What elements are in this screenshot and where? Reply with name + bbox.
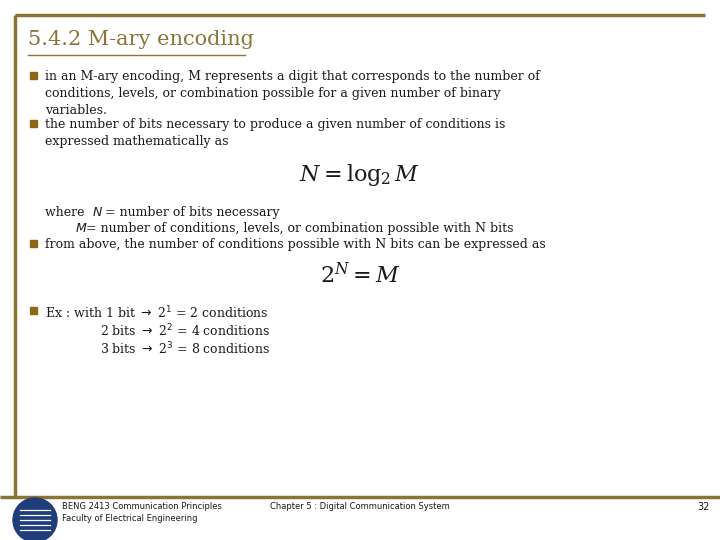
Text: conditions, levels, or combination possible for a given number of binary: conditions, levels, or combination possi… xyxy=(45,87,500,100)
Text: Ex : with 1 bit $\rightarrow$ 2$^1$ = 2 conditions: Ex : with 1 bit $\rightarrow$ 2$^1$ = 2 … xyxy=(45,305,269,322)
Bar xyxy=(30,240,37,247)
Text: expressed mathematically as: expressed mathematically as xyxy=(45,135,228,148)
Text: 2 bits $\rightarrow$ 2$^2$ = 4 conditions: 2 bits $\rightarrow$ 2$^2$ = 4 condition… xyxy=(100,323,270,340)
Bar xyxy=(30,120,37,127)
Text: = number of conditions, levels, or combination possible with N bits: = number of conditions, levels, or combi… xyxy=(86,222,513,235)
Circle shape xyxy=(13,498,57,540)
Bar xyxy=(30,72,37,79)
Text: 5.4.2 M-ary encoding: 5.4.2 M-ary encoding xyxy=(28,30,254,49)
Text: where: where xyxy=(45,206,89,219)
Text: $2^N = M$: $2^N = M$ xyxy=(320,263,400,288)
Text: the number of bits necessary to produce a given number of conditions is: the number of bits necessary to produce … xyxy=(45,118,505,131)
Text: in an M-ary encoding, M represents a digit that corresponds to the number of: in an M-ary encoding, M represents a dig… xyxy=(45,70,540,83)
Text: Chapter 5 : Digital Communication System: Chapter 5 : Digital Communication System xyxy=(270,502,450,511)
Text: $\mathit{N}$: $\mathit{N}$ xyxy=(92,206,103,219)
Bar xyxy=(30,307,37,314)
Text: Faculty of Electrical Engineering: Faculty of Electrical Engineering xyxy=(62,514,197,523)
Text: = number of bits necessary: = number of bits necessary xyxy=(101,206,279,219)
Text: from above, the number of conditions possible with N bits can be expressed as: from above, the number of conditions pos… xyxy=(45,238,546,251)
Text: 32: 32 xyxy=(698,502,710,512)
Text: 3 bits $\rightarrow$ 2$^3$ = 8 conditions: 3 bits $\rightarrow$ 2$^3$ = 8 condition… xyxy=(100,341,270,357)
Text: BENG 2413 Communication Principles: BENG 2413 Communication Principles xyxy=(62,502,222,511)
Text: variables.: variables. xyxy=(45,104,107,117)
Text: $N = \log_2 M$: $N = \log_2 M$ xyxy=(300,162,420,188)
Text: $\mathit{M}$: $\mathit{M}$ xyxy=(75,222,87,235)
